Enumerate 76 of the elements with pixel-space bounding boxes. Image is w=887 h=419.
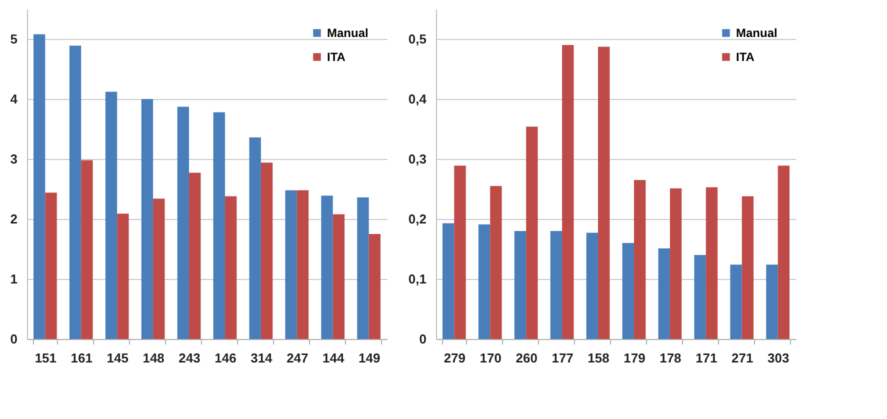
bar	[117, 214, 129, 339]
x-tick-label: 279	[444, 350, 466, 366]
bar	[454, 166, 466, 339]
bar	[213, 112, 225, 339]
bar	[81, 160, 93, 339]
bar	[105, 92, 118, 339]
bar	[45, 192, 57, 339]
y-tick-label: 0,3	[408, 152, 426, 166]
x-tick-label: 151	[34, 350, 57, 366]
y-tick-label: 0	[419, 332, 426, 346]
x-tick-label: 314	[250, 350, 274, 366]
x-tick-label: 271	[732, 350, 754, 366]
bar	[296, 190, 309, 339]
y-tick-label: 1	[10, 272, 18, 286]
x-tick-label: 144	[322, 350, 345, 366]
bar	[706, 187, 718, 339]
x-tick-label: 149	[358, 350, 380, 366]
bar	[586, 232, 598, 339]
bar	[260, 162, 273, 339]
bar	[153, 198, 165, 339]
y-tick-label: 0,4	[408, 92, 428, 106]
x-tick-label: 145	[106, 350, 128, 366]
bar	[33, 34, 46, 339]
bar	[357, 197, 369, 339]
bar	[670, 188, 682, 339]
bar	[634, 180, 646, 339]
x-tick-label: 148	[142, 350, 164, 366]
bar	[224, 196, 237, 339]
x-tick-label: 146	[214, 350, 236, 366]
x-tick-label: 161	[70, 350, 92, 366]
x-tick-label: 177	[552, 350, 574, 366]
bar	[249, 137, 261, 339]
legend-label: Manual	[736, 26, 778, 40]
bar	[550, 231, 562, 339]
x-tick-label: 170	[480, 350, 502, 366]
y-tick-label: 0,5	[408, 32, 426, 46]
legend-label: Manual	[327, 26, 368, 40]
x-tick-label: 260	[516, 350, 538, 366]
bar	[778, 166, 790, 339]
bar	[442, 223, 454, 339]
x-tick-label: 243	[178, 350, 200, 366]
bar	[285, 190, 297, 339]
x-tick-label: 178	[660, 350, 682, 366]
y-tick-label: 4	[10, 92, 18, 106]
bar	[478, 224, 490, 339]
x-tick-label: 158	[588, 350, 610, 366]
bar	[514, 231, 526, 339]
y-tick-label: 5	[10, 32, 18, 46]
bar	[321, 196, 333, 339]
bar	[694, 255, 706, 339]
x-tick-label: 247	[286, 350, 308, 366]
bar	[598, 46, 610, 339]
legend-label: ITA	[736, 50, 755, 64]
x-tick-label: 171	[696, 350, 718, 366]
bar	[766, 264, 778, 339]
bar	[742, 196, 754, 339]
bar	[658, 248, 670, 339]
bar	[526, 126, 538, 339]
y-tick-label: 0,1	[408, 272, 426, 286]
x-tick-label: 179	[624, 350, 646, 366]
bar	[562, 45, 574, 339]
bar	[622, 243, 634, 339]
y-tick-label: 2	[10, 212, 18, 226]
bar	[332, 214, 345, 339]
y-tick-label: 0,2	[408, 212, 426, 226]
bar	[730, 264, 742, 339]
bar	[368, 234, 381, 339]
x-tick-label: 303	[767, 350, 790, 366]
bar	[189, 172, 201, 339]
legend-label: ITA	[327, 50, 346, 64]
bar	[490, 186, 502, 339]
y-tick-label: 3	[10, 152, 18, 166]
bar	[141, 99, 154, 339]
bar	[69, 46, 82, 339]
bar	[177, 106, 190, 339]
y-tick-label: 0	[10, 332, 18, 346]
